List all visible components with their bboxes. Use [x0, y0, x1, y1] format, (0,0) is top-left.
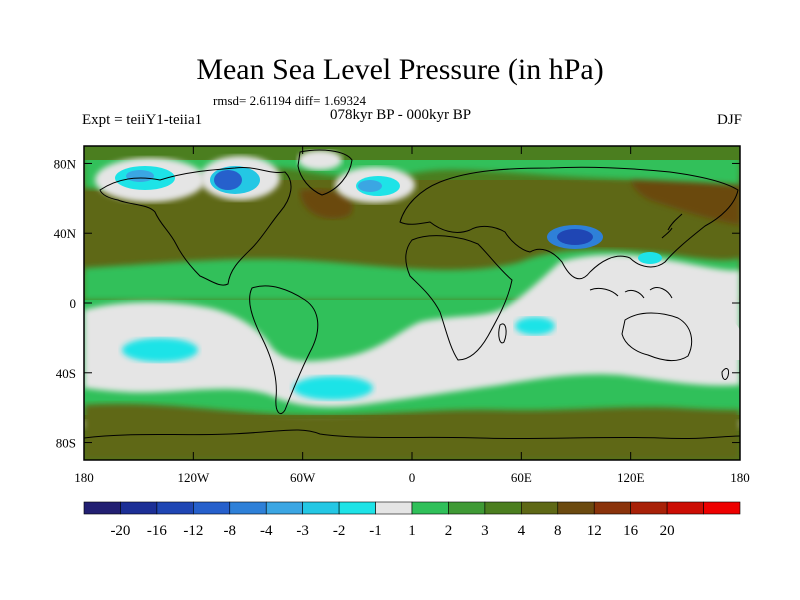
colorbar-label: 3: [481, 523, 489, 539]
coastlines: [84, 149, 740, 440]
colorbar-swatch: [630, 501, 668, 515]
colorbar-swatch: [229, 501, 267, 515]
x-tick-label: 60W: [290, 470, 316, 485]
colorbar-label: -2: [333, 523, 346, 539]
colorbar-label: -20: [110, 523, 130, 539]
y-tick-label: 80N: [54, 156, 77, 171]
colorbar-swatch: [265, 501, 303, 515]
colorbar-swatch: [302, 501, 340, 515]
period-label: 078kyr BP - 000kyr BP: [330, 107, 472, 123]
x-tick-label: 0: [409, 470, 416, 485]
colorbar-label: 16: [623, 523, 639, 539]
experiment-label: Expt = teiiY1-teiia1: [82, 112, 203, 128]
colorbar-swatch: [375, 501, 413, 515]
colorbar-label: 20: [660, 523, 675, 539]
map-axes: 180 120W 60W 0 60E 120E 180 80N 40N 0 40S 80S: [54, 146, 750, 485]
y-tick-label: 40N: [54, 226, 77, 241]
colorbar-label: 4: [518, 523, 526, 539]
colorbar-label: -8: [224, 523, 237, 539]
colorbar-swatch: [448, 501, 486, 515]
colorbar-label: -12: [183, 523, 203, 539]
colorbar-label: 12: [587, 523, 602, 539]
y-tick-label: 80S: [56, 436, 76, 451]
colorbar-swatch: [557, 501, 595, 515]
colorbar-swatch: [83, 501, 121, 515]
pressure-field: [84, 146, 740, 460]
plot-title: Mean Sea Level Pressure (in hPa): [196, 53, 604, 86]
y-tick-label: 40S: [56, 366, 76, 381]
y-tick-label: 0: [70, 296, 77, 311]
colorbar-label: 1: [408, 523, 416, 539]
colorbar-swatch: [338, 501, 376, 515]
statistics-text: rmsd= 2.61194 diff= 1.69324: [213, 93, 366, 108]
x-tick-label: 180: [730, 470, 750, 485]
colorbar-swatch: [193, 501, 231, 515]
colorbar-swatch: [120, 501, 158, 515]
colorbar: -20 -16 -12 -8 -4 -3 -2 -1 1 2 3 4 8 12 16 20: [83, 501, 741, 539]
colorbar-swatch: [593, 501, 631, 515]
colorbar-swatch: [484, 501, 522, 515]
colorbar-swatch: [156, 501, 194, 515]
x-tick-label: 60E: [511, 470, 532, 485]
x-tick-label: 180: [74, 470, 94, 485]
x-tick-label: 120E: [617, 470, 645, 485]
colorbar-swatch: [521, 501, 559, 515]
colorbar-swatch: [666, 501, 704, 515]
colorbar-swatch: [703, 501, 741, 515]
colorbar-label: 2: [445, 523, 453, 539]
colorbar-label: -1: [369, 523, 382, 539]
colorbar-label: -3: [296, 523, 309, 539]
season-label: DJF: [716, 112, 742, 128]
x-tick-label: 120W: [177, 470, 210, 485]
colorbar-label: -4: [260, 523, 273, 539]
colorbar-swatch: [411, 501, 449, 515]
colorbar-label: 8: [554, 523, 562, 539]
colorbar-label: -16: [147, 523, 167, 539]
